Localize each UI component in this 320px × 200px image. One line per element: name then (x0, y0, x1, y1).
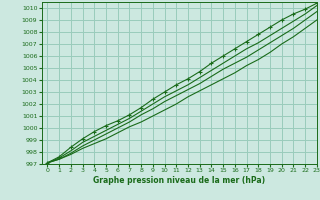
X-axis label: Graphe pression niveau de la mer (hPa): Graphe pression niveau de la mer (hPa) (93, 176, 265, 185)
